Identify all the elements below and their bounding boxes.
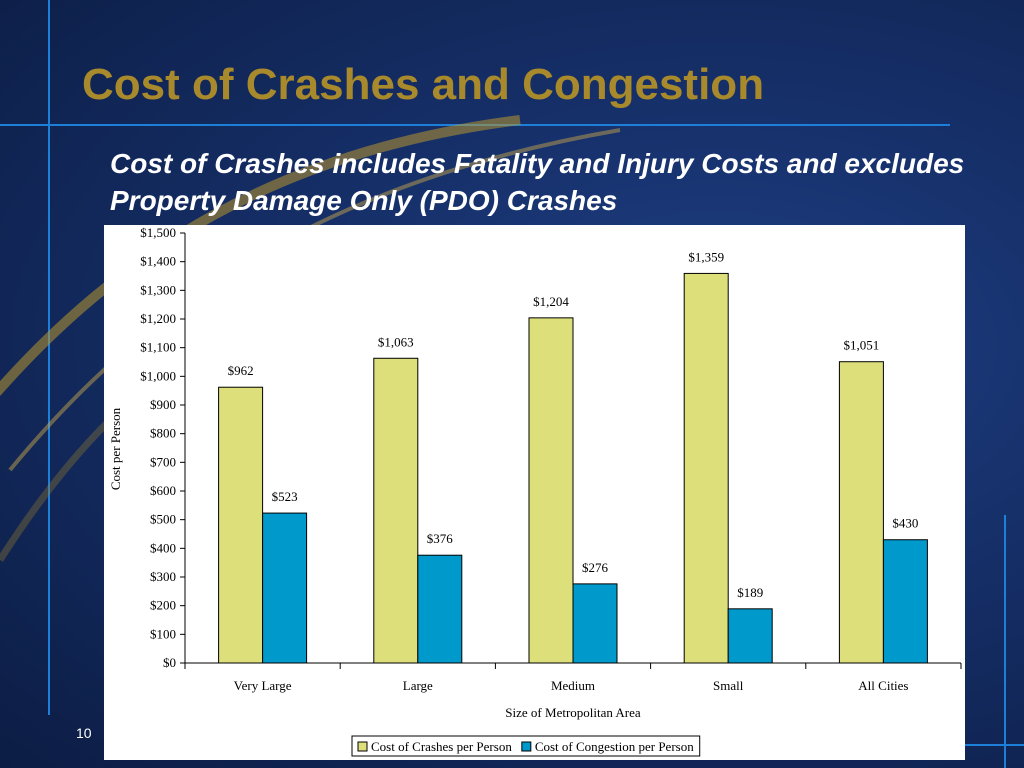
y-tick-label: $1,000	[140, 368, 176, 383]
bar-value-label: $523	[272, 489, 298, 504]
accent-line-right	[1004, 515, 1006, 768]
bar-value-label: $1,359	[688, 249, 724, 264]
bar-value-label: $1,204	[533, 294, 569, 309]
page-number: 10	[76, 725, 92, 741]
y-tick-label: $1,400	[140, 254, 176, 269]
bar-value-label: $430	[892, 516, 918, 531]
x-tick-label: Large	[403, 678, 433, 693]
bar-value-label: $962	[228, 363, 254, 378]
x-axis: Very Large Large Medium Small All Cities	[184, 662, 962, 693]
bar-series-1	[218, 386, 264, 664]
x-tick-label: All Cities	[858, 678, 908, 693]
x-tick-label: Medium	[551, 678, 595, 693]
bar-series-2	[572, 583, 618, 664]
y-axis-label: Cost per Person	[108, 407, 123, 490]
y-tick-label: $900	[150, 397, 176, 412]
y-tick-label: $1,200	[140, 311, 176, 326]
y-tick-label: $1,100	[140, 340, 176, 355]
x-tick-label: Very Large	[234, 678, 292, 693]
bar-value-label: $1,063	[378, 334, 414, 349]
bar-series-1	[528, 317, 574, 664]
x-axis-label: Size of Metropolitan Area	[505, 705, 641, 720]
bar-series-1	[683, 272, 729, 664]
bar-value-label: $189	[737, 585, 763, 600]
y-tick-label: $1,500	[140, 225, 176, 240]
accent-line-bottom	[960, 744, 1024, 746]
y-tick-label: $300	[150, 569, 176, 584]
y-tick-label: $500	[150, 512, 176, 527]
slide-subtitle: Cost of Crashes includes Fatality and In…	[110, 148, 965, 216]
y-tick-label: $1,300	[140, 282, 176, 297]
legend-swatch	[357, 741, 368, 752]
chart-panel: $0 $100 $200 $300 $400 $500 $600 $700 $800 $900 $1…	[104, 225, 965, 760]
legend-label: Cost of Crashes per Person	[371, 739, 512, 754]
x-tick-label: Small	[713, 678, 744, 693]
legend-swatch	[521, 741, 532, 752]
bar-chart: $0 $100 $200 $300 $400 $500 $600 $700 $800 $900 $1…	[108, 225, 962, 757]
bar-value-label: $276	[582, 560, 609, 575]
y-axis: $0 $100 $200 $300 $400 $500 $600 $700 $800 $900 $1…	[140, 225, 186, 670]
bar-value-label: $376	[427, 531, 454, 546]
legend: Cost of Crashes per Person Cost of Conges…	[351, 735, 701, 757]
bar-series-2	[417, 554, 463, 664]
bar-series-1	[838, 361, 884, 664]
legend-label: Cost of Congestion per Person	[535, 739, 694, 754]
y-tick-label: $100	[150, 626, 176, 641]
accent-line-left	[48, 0, 50, 715]
y-tick-label: $700	[150, 454, 176, 469]
y-tick-label: $600	[150, 483, 176, 498]
bar-series-2	[262, 512, 308, 664]
bar-series-1	[373, 357, 419, 664]
bar-series-2	[882, 539, 928, 664]
bar-value-label: $1,051	[844, 338, 880, 353]
bar-series-2	[727, 608, 773, 664]
y-tick-label: $200	[150, 598, 176, 613]
y-tick-label: $800	[150, 426, 176, 441]
y-tick-label: $400	[150, 540, 176, 555]
y-tick-label: $0	[163, 655, 176, 670]
slide-title: Cost of Crashes and Congestion	[82, 60, 765, 109]
bars: $962 $1,063 $1,204 $1,359 $1,051 $523 $376 $276…	[218, 249, 928, 664]
